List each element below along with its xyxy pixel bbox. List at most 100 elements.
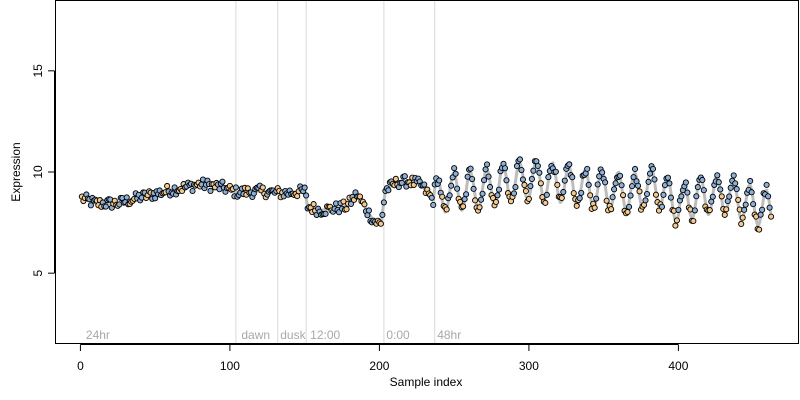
x-tick-label: 0 [77, 359, 84, 373]
data-point [189, 187, 196, 195]
data-point [721, 211, 728, 218]
data-point [618, 182, 625, 189]
data-point [467, 165, 474, 172]
data-point [439, 193, 446, 200]
data-point [673, 217, 680, 224]
data-point [684, 189, 691, 196]
data-point [322, 210, 329, 217]
data-point [594, 181, 601, 188]
annotation-labels: 24hr dawn dusk 12:00 0:00 48hr [86, 328, 461, 342]
data-point [694, 184, 701, 191]
data-point [747, 177, 754, 185]
data-point [446, 192, 453, 199]
data-point [528, 175, 535, 183]
data-point [690, 217, 697, 225]
data-point [660, 191, 667, 198]
data-point [578, 189, 585, 196]
data-point [303, 192, 310, 199]
y-axis: 5 10 15 [31, 64, 55, 277]
data-point [612, 180, 619, 187]
data-point [620, 192, 627, 199]
data-point [380, 199, 387, 206]
data-point [630, 174, 637, 181]
data-point [510, 190, 518, 197]
annotation-label: 12:00 [310, 328, 340, 342]
data-point [693, 193, 700, 200]
data-point [479, 190, 486, 197]
data-point [513, 162, 521, 170]
data-point [310, 201, 317, 208]
data-point [585, 181, 592, 188]
data-point [451, 165, 458, 172]
data-point [164, 182, 171, 190]
x-tick-label: 200 [369, 359, 389, 373]
data-point [627, 192, 634, 199]
data-point [379, 211, 386, 218]
data-point [570, 190, 577, 197]
data-point [232, 184, 239, 191]
data-point [732, 180, 739, 187]
data-point [602, 179, 609, 186]
data-point [527, 183, 534, 190]
data-point [259, 184, 266, 191]
data-point [481, 177, 488, 184]
data-point [584, 165, 591, 172]
data-point [642, 197, 649, 204]
plot-frame [55, 0, 799, 344]
annotation-label: dusk [280, 328, 306, 342]
data-point [667, 194, 674, 201]
data-point [478, 196, 485, 203]
data-point [542, 199, 549, 206]
data-point [735, 196, 742, 203]
data-point [709, 193, 716, 200]
data-point [629, 183, 636, 190]
data-point [718, 193, 725, 200]
annotation-label: 48hr [437, 328, 461, 342]
data-point [626, 203, 633, 210]
data-point [569, 174, 576, 181]
data-point [219, 178, 226, 185]
data-point [561, 177, 568, 184]
data-point [617, 172, 624, 179]
x-tick-label: 400 [668, 359, 688, 373]
data-point [596, 173, 603, 180]
data-point [742, 201, 749, 208]
data-point [365, 207, 372, 214]
y-tick-label: 5 [31, 270, 45, 277]
data-point [658, 203, 666, 210]
data-points [78, 156, 775, 233]
data-point [706, 207, 713, 214]
data-point [492, 198, 500, 206]
data-point [421, 181, 428, 188]
data-point [392, 175, 399, 182]
data-point [757, 211, 764, 218]
data-point [715, 179, 722, 186]
data-point [123, 194, 130, 201]
data-point [207, 187, 214, 195]
data-point [343, 206, 350, 213]
data-point [727, 184, 734, 191]
data-point [756, 226, 763, 233]
data-point [460, 203, 467, 210]
data-point [518, 166, 525, 174]
data-point [664, 174, 671, 181]
data-point [652, 191, 660, 198]
data-point [558, 194, 565, 202]
data-point [587, 192, 594, 199]
data-point [566, 161, 573, 168]
data-point [646, 170, 654, 177]
data-point [717, 186, 724, 193]
data-point [576, 195, 583, 202]
data-point [482, 166, 489, 173]
data-point [530, 167, 537, 174]
annotation-label: 0:00 [386, 328, 410, 342]
y-axis-title: Expression [9, 142, 23, 201]
data-point [765, 193, 772, 200]
data-point [443, 206, 450, 213]
data-point [503, 177, 510, 184]
data-point [516, 156, 523, 163]
data-point [361, 201, 368, 208]
data-point [593, 195, 600, 202]
data-point [398, 179, 405, 186]
